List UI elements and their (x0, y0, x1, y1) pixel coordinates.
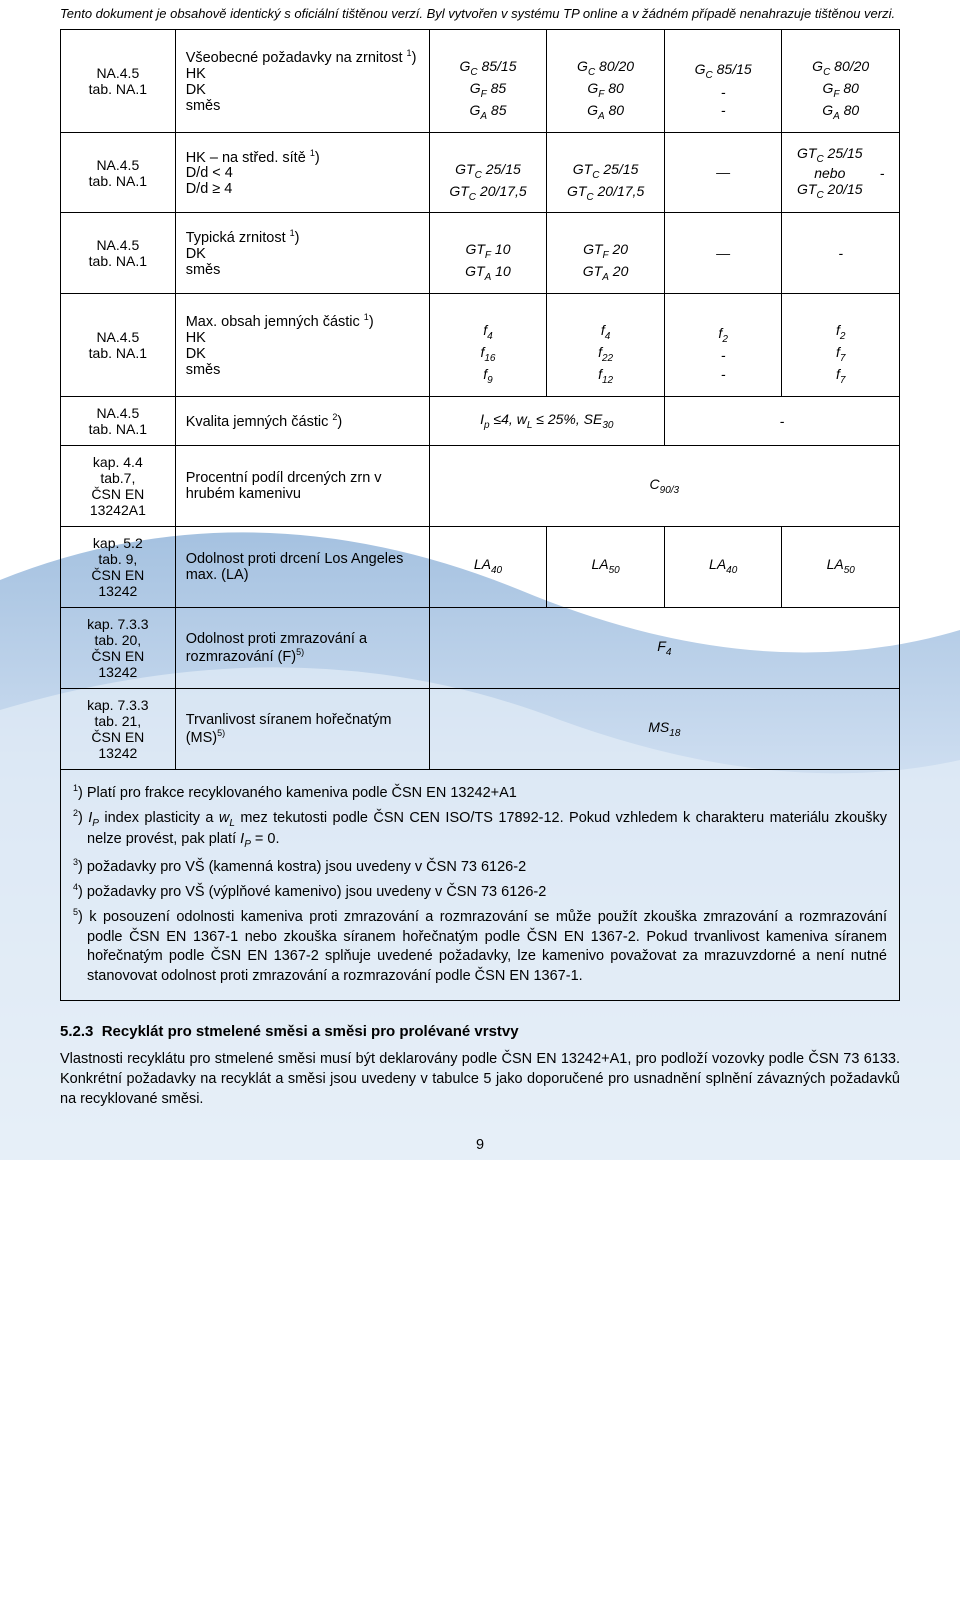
table-row: NA.4.5tab. NA.1Všeobecné požadavky na zr… (61, 30, 900, 133)
value-cell: f2f7f7 (782, 293, 900, 396)
desc-cell: HK – na střed. sítě 1)D/d < 4D/d ≥ 4 (175, 132, 429, 212)
footnote-line: 4) požadavky pro VŠ (výplňové kamenivo) … (73, 881, 887, 902)
desc-cell: Trvanlivost síranem hořečnatým (MS)5) (175, 688, 429, 769)
ref-cell: kap. 7.3.3tab. 21,ČSN EN13242 (61, 688, 176, 769)
table-row: NA.4.5tab. NA.1Typická zrnitost 1)DKsměs… (61, 213, 900, 293)
desc-cell: Max. obsah jemných částic 1)HKDKsměs (175, 293, 429, 396)
value-cell: — (664, 132, 782, 212)
table-row: NA.4.5tab. NA.1HK – na střed. sítě 1)D/d… (61, 132, 900, 212)
value-cell-span: Ip ≤4, wL ≤ 25%, SE30 (429, 396, 664, 445)
section-paragraph: Vlastnosti recyklátu pro stmelené směsi … (60, 1050, 900, 1109)
value-cell: — (664, 213, 782, 293)
desc-cell: Kvalita jemných částic 2) (175, 396, 429, 445)
value-cell: f2-- (664, 293, 782, 396)
footnote-line: 5) k posouzení odolnosti kameniva proti … (73, 906, 887, 986)
ref-cell: kap. 5.2tab. 9,ČSN EN13242 (61, 526, 176, 607)
value-cell-span: C90/3 (429, 445, 899, 526)
value-cell: LA50 (782, 526, 900, 607)
ref-cell: kap. 7.3.3tab. 20,ČSN EN13242 (61, 607, 176, 688)
table-row: kap. 7.3.3tab. 20,ČSN EN13242Odolnost pr… (61, 607, 900, 688)
desc-cell: Odolnost proti drcení Los Angeles max. (… (175, 526, 429, 607)
section-heading: 5.2.3 Recyklát pro stmelené směsi a směs… (60, 1023, 900, 1040)
value-cell: GTF 10GTA 10 (429, 213, 547, 293)
section-title: Recyklát pro stmelené směsi a směsi pro … (102, 1023, 519, 1040)
value-cell: GC 85/15-- (664, 30, 782, 133)
ref-cell: kap. 4.4tab.7,ČSN EN13242A1 (61, 445, 176, 526)
value-cell: GTC 25/15neboGTC 20/15- (782, 132, 900, 212)
table-row: kap. 7.3.3tab. 21,ČSN EN13242Trvanlivost… (61, 688, 900, 769)
value-cell: GTF 20GTA 20 (547, 213, 665, 293)
value-cell: LA50 (547, 526, 665, 607)
value-cell: GTC 25/15GTC 20/17,5 (547, 132, 665, 212)
ref-cell: NA.4.5tab. NA.1 (61, 213, 176, 293)
value-cell: f4f22f12 (547, 293, 665, 396)
table-footnotes: 1) Platí pro frakce recyklovaného kameni… (60, 770, 900, 1002)
value-cell: LA40 (429, 526, 547, 607)
value-cell-span: F4 (429, 607, 899, 688)
value-cell: GC 80/20GF 80GA 80 (547, 30, 665, 133)
value-cell-span: - (664, 396, 899, 445)
table-row: NA.4.5tab. NA.1Kvalita jemných částic 2)… (61, 396, 900, 445)
value-cell: GC 85/15GF 85GA 85 (429, 30, 547, 133)
section-number: 5.2.3 (60, 1023, 93, 1040)
desc-cell: Všeobecné požadavky na zrnitost 1)HKDKsm… (175, 30, 429, 133)
ref-cell: NA.4.5tab. NA.1 (61, 396, 176, 445)
value-cell: f4f16f9 (429, 293, 547, 396)
ref-cell: NA.4.5tab. NA.1 (61, 132, 176, 212)
desc-cell: Odolnost proti zmrazování a rozmrazování… (175, 607, 429, 688)
table-row: kap. 4.4tab.7,ČSN EN13242A1Procentní pod… (61, 445, 900, 526)
value-cell-span: MS18 (429, 688, 899, 769)
ref-cell: NA.4.5tab. NA.1 (61, 30, 176, 133)
requirements-table: NA.4.5tab. NA.1Všeobecné požadavky na zr… (60, 29, 900, 770)
footnote-line: 1) Platí pro frakce recyklovaného kameni… (73, 782, 887, 803)
value-cell: - (782, 213, 900, 293)
value-cell: LA40 (664, 526, 782, 607)
header-disclaimer: Tento dokument je obsahově identický s o… (60, 0, 900, 29)
table-row: kap. 5.2tab. 9,ČSN EN13242Odolnost proti… (61, 526, 900, 607)
footnote-line: 2) IP index plasticity a wL mez tekutost… (73, 807, 887, 852)
desc-cell: Procentní podíl drcených zrn v hrubém ka… (175, 445, 429, 526)
footnote-line: 3) požadavky pro VŠ (kamenná kostra) jso… (73, 856, 887, 877)
desc-cell: Typická zrnitost 1)DKsměs (175, 213, 429, 293)
ref-cell: NA.4.5tab. NA.1 (61, 293, 176, 396)
page-number: 9 (60, 1137, 900, 1153)
value-cell: GC 80/20GF 80GA 80 (782, 30, 900, 133)
table-row: NA.4.5tab. NA.1Max. obsah jemných částic… (61, 293, 900, 396)
value-cell: GTC 25/15GTC 20/17,5 (429, 132, 547, 212)
